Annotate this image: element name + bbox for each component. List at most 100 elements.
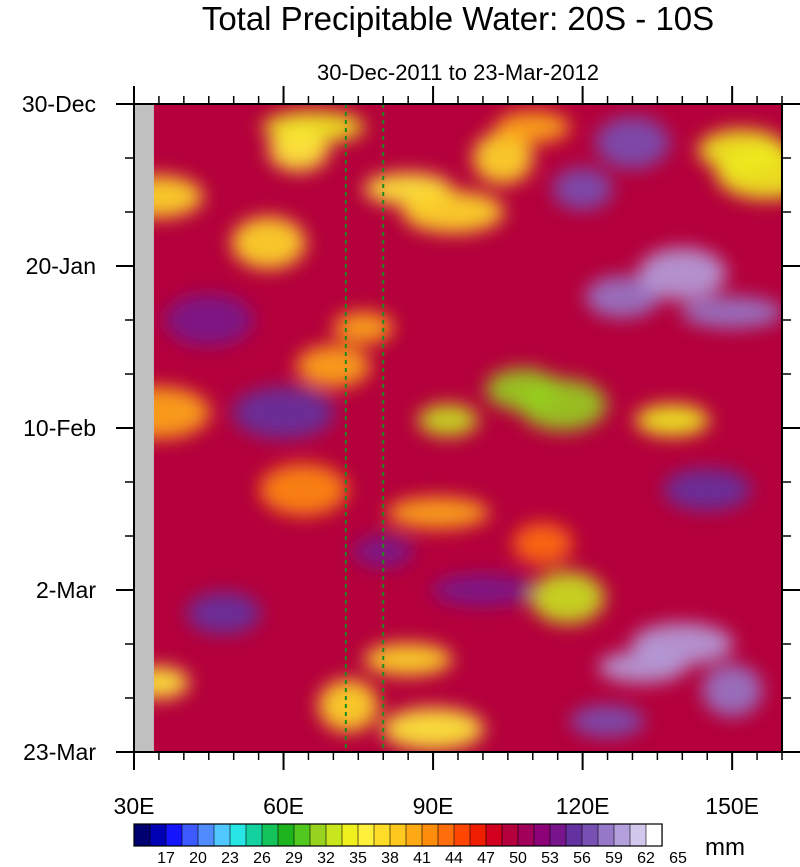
colorbar-label: 56 bbox=[573, 850, 591, 867]
colorbar-units: mm bbox=[705, 834, 745, 861]
x-tick-label: 150E bbox=[705, 793, 759, 819]
colorbar-bin bbox=[613, 823, 631, 847]
colorbar-label: 65 bbox=[669, 850, 687, 867]
field-feature bbox=[518, 378, 607, 431]
field-feature bbox=[353, 535, 414, 568]
field-feature bbox=[134, 386, 210, 439]
colorbar-bin bbox=[245, 823, 263, 847]
field-feature bbox=[552, 167, 613, 210]
field-feature bbox=[296, 345, 371, 388]
colorbar-bin bbox=[261, 823, 279, 847]
colorbar-bin bbox=[197, 823, 215, 847]
field-feature bbox=[382, 707, 485, 750]
colorbar-label: 53 bbox=[541, 850, 559, 867]
colorbar-bin bbox=[405, 823, 423, 847]
colorbar-bin bbox=[549, 823, 567, 847]
colorbar-bin bbox=[501, 823, 519, 847]
field-feature bbox=[635, 404, 710, 437]
colorbar-bin bbox=[453, 823, 471, 847]
colorbar-label: 32 bbox=[317, 850, 335, 867]
colorbar-label: 59 bbox=[605, 850, 623, 867]
colorbar-bin bbox=[645, 823, 663, 847]
field-feature bbox=[595, 116, 670, 169]
field-feature bbox=[387, 496, 490, 529]
colorbar-frame bbox=[133, 823, 663, 847]
colorbar-bin bbox=[581, 823, 599, 847]
x-axis: 30E 60E 90E 120E 150E bbox=[114, 86, 783, 819]
field-feature bbox=[164, 294, 253, 346]
colorbar-bin bbox=[485, 823, 503, 847]
field-feature bbox=[631, 623, 734, 665]
colorbar-bin bbox=[213, 823, 231, 847]
field-feature bbox=[663, 468, 752, 511]
field-feature bbox=[585, 275, 660, 318]
colorbar-bin bbox=[149, 823, 167, 847]
field-feature bbox=[268, 129, 329, 172]
field-feature bbox=[530, 571, 605, 624]
y-tick-label: 2-Mar bbox=[36, 577, 96, 603]
colorbar-label: 23 bbox=[221, 850, 239, 867]
chart-subtitle: 30-Dec-2011 to 23-Mar-2012 bbox=[317, 60, 599, 85]
y-tick-label: 20-Jan bbox=[26, 253, 96, 279]
x-tick-label: 90E bbox=[413, 793, 454, 819]
field-feature bbox=[431, 574, 534, 606]
colorbar-bin bbox=[357, 823, 375, 847]
field-feature bbox=[364, 643, 453, 676]
field-feature bbox=[681, 296, 782, 329]
field-feature bbox=[570, 705, 645, 738]
colorbar-label: 47 bbox=[477, 850, 495, 867]
colorbar-label: 20 bbox=[189, 850, 207, 867]
field-feature bbox=[186, 592, 261, 635]
field-feature bbox=[638, 247, 727, 300]
colorbar-label: 62 bbox=[637, 850, 655, 867]
colorbar-bin bbox=[325, 823, 343, 847]
colorbar: 17 20 23 26 29 32 35 38 41 44 47 50 53 56 59 62 65 bbox=[133, 823, 687, 867]
missing-data-band bbox=[134, 104, 154, 752]
colorbar-label: 26 bbox=[253, 850, 271, 867]
colorbar-bin bbox=[469, 823, 487, 847]
field-feature bbox=[318, 679, 379, 732]
colorbar-bin bbox=[373, 823, 391, 847]
colorbar-bin bbox=[437, 823, 455, 847]
colorbar-bin bbox=[309, 823, 327, 847]
colorbar-bin bbox=[293, 823, 311, 847]
chart-title: Total Precipitable Water: 20S - 10S bbox=[202, 0, 714, 37]
colorbar-bin bbox=[277, 823, 295, 847]
colorbar-bin bbox=[229, 823, 247, 847]
colorbar-label: 35 bbox=[349, 850, 367, 867]
precipitable-water-field bbox=[134, 111, 782, 750]
x-tick-label: 120E bbox=[556, 793, 610, 819]
x-tick-label: 30E bbox=[114, 793, 155, 819]
colorbar-bin bbox=[133, 823, 151, 847]
field-feature bbox=[472, 132, 533, 184]
colorbar-bin bbox=[597, 823, 615, 847]
colorbar-bin bbox=[565, 823, 583, 847]
y-axis: 30-Dec 20-Jan 10-Feb 2-Mar 23-Mar bbox=[22, 91, 800, 765]
y-tick-label: 10-Feb bbox=[23, 415, 96, 441]
colorbar-label: 29 bbox=[285, 850, 303, 867]
colorbar-label: 38 bbox=[381, 850, 399, 867]
colorbar-bin bbox=[389, 823, 407, 847]
field-feature bbox=[702, 664, 763, 717]
field-feature bbox=[512, 522, 573, 565]
y-tick-label: 30-Dec bbox=[22, 91, 96, 117]
colorbar-bin bbox=[629, 823, 647, 847]
colorbar-label: 41 bbox=[413, 850, 431, 867]
colorbar-bin bbox=[181, 823, 199, 847]
y-tick-label: 23-Mar bbox=[23, 739, 96, 765]
colorbar-bin bbox=[533, 823, 551, 847]
x-tick-label: 60E bbox=[263, 793, 304, 819]
colorbar-bin bbox=[165, 823, 183, 847]
field-feature bbox=[231, 216, 306, 269]
field-feature bbox=[495, 111, 570, 144]
colorbar-label: 17 bbox=[157, 850, 175, 867]
colorbar-bin bbox=[517, 823, 535, 847]
field-feature bbox=[232, 386, 335, 439]
field-feature bbox=[402, 191, 504, 233]
colorbar-label: 50 bbox=[509, 850, 527, 867]
reference-lines bbox=[344, 104, 385, 752]
field-feature bbox=[716, 147, 782, 200]
colorbar-bin bbox=[341, 823, 359, 847]
colorbar-bin bbox=[421, 823, 439, 847]
